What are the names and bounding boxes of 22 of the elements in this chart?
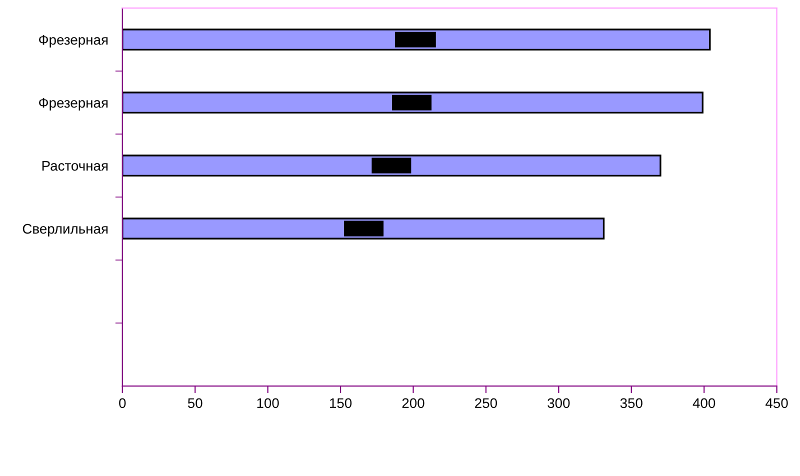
x-tick-label: 450 (766, 398, 788, 408)
y-tick-label: Фрезерная (39, 34, 108, 48)
bar (392, 94, 432, 110)
x-tick-label: 350 (620, 398, 642, 408)
x-tick-label: 0 (119, 398, 126, 408)
bar (122, 28, 711, 50)
y-tick-label: Расточная (42, 161, 108, 171)
y-tick-label: Сверлильная (22, 224, 108, 236)
bar (122, 154, 662, 176)
x-tick-label: 200 (402, 398, 424, 408)
y-tick-label: Фрезерная (39, 98, 108, 110)
bar (122, 218, 605, 240)
bar (344, 220, 384, 236)
bar (372, 158, 412, 174)
x-tick-label: 50 (188, 398, 202, 408)
bar (394, 32, 436, 48)
bar (122, 92, 704, 114)
x-tick-label: 250 (475, 398, 497, 408)
x-tick-label: 150 (330, 398, 352, 408)
x-tick-label: 400 (692, 398, 716, 408)
x-tick-label: 300 (548, 398, 570, 408)
x-tick-label: 100 (257, 398, 279, 408)
